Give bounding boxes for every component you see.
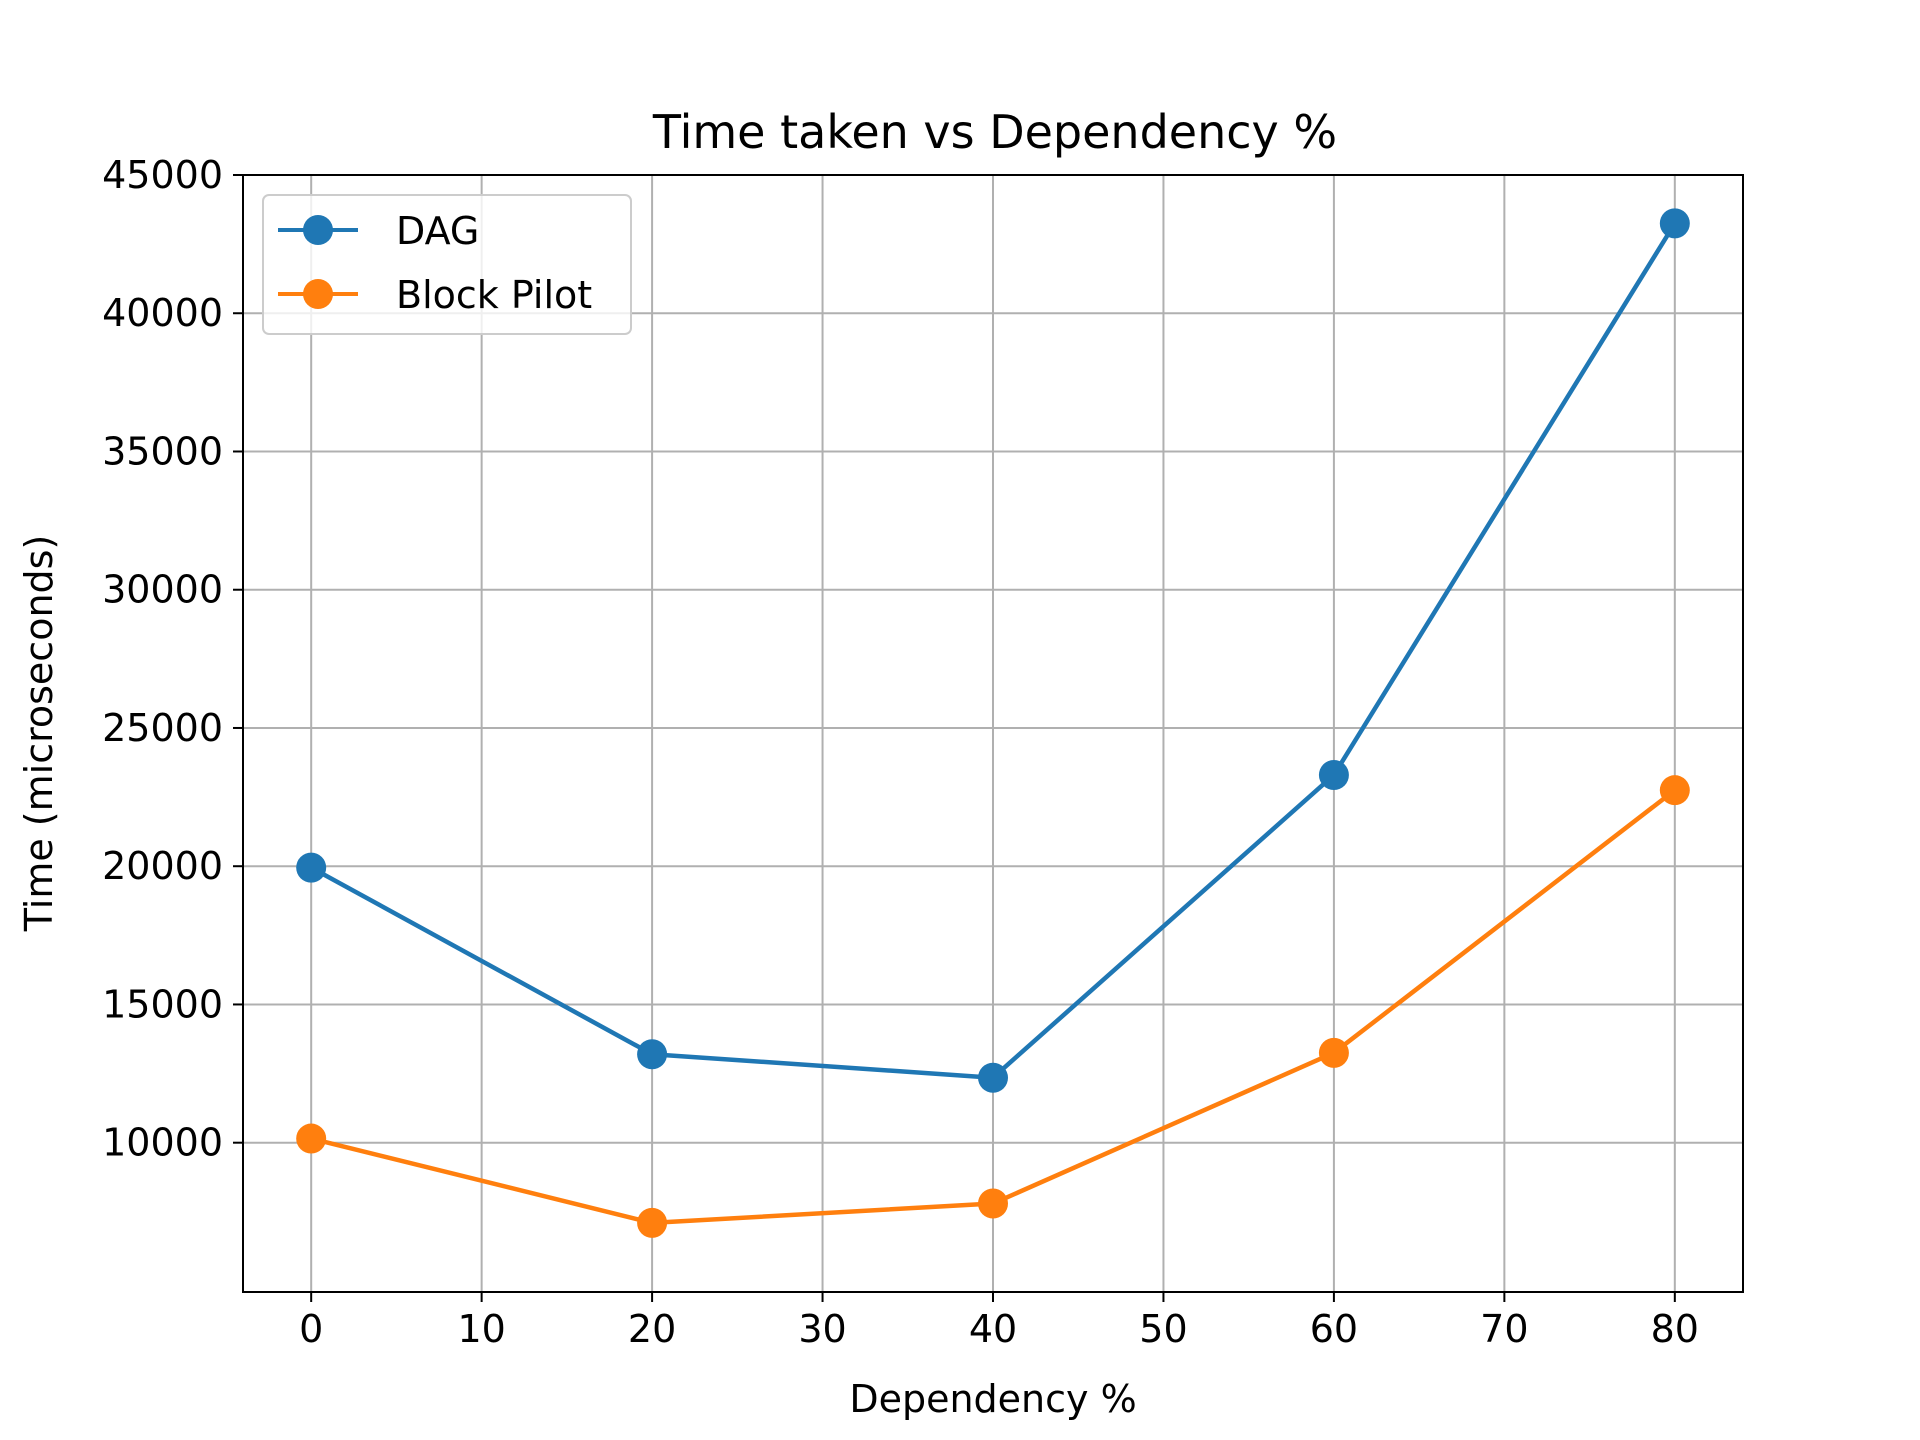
x-tick-label: 40 [969, 1307, 1017, 1351]
grid-lines [243, 174, 1743, 1292]
y-tick-label: 35000 [102, 429, 223, 473]
y-tick-label: 30000 [102, 568, 223, 612]
chart-title: Time taken vs Dependency % [652, 105, 1337, 159]
x-tick-label: 10 [457, 1307, 505, 1351]
x-tick-label: 30 [798, 1307, 846, 1351]
y-tick-label: 25000 [102, 706, 223, 750]
x-tick-label: 20 [628, 1307, 676, 1351]
x-axis: 0 10 20 30 40 50 60 70 80 [299, 1292, 1699, 1351]
legend-marker-dag [303, 215, 333, 245]
legend-label-block-pilot: Block Pilot [396, 273, 592, 317]
x-tick-label: 50 [1139, 1307, 1187, 1351]
x-tick-label: 60 [1310, 1307, 1358, 1351]
y-tick-label: 45000 [102, 153, 223, 197]
y-axis-title: Time (microseconds) [17, 535, 61, 933]
data-point-dag [296, 852, 327, 883]
data-point-dag [978, 1062, 1008, 1093]
y-tick-label: 40000 [102, 291, 223, 335]
y-tick-label: 15000 [102, 982, 223, 1026]
legend-marker-block-pilot [303, 279, 333, 309]
legend-label-dag: DAG [396, 209, 479, 253]
y-tick-label: 10000 [102, 1121, 223, 1165]
data-point-block-pilot [637, 1207, 668, 1238]
y-tick-label: 20000 [102, 844, 223, 888]
data-point-block-pilot [1659, 775, 1690, 806]
data-point-dag [1318, 759, 1349, 790]
x-tick-label: 70 [1480, 1307, 1528, 1351]
data-point-block-pilot [978, 1188, 1008, 1219]
data-point-dag [1659, 208, 1690, 239]
x-tick-label: 0 [299, 1307, 323, 1351]
x-axis-title: Dependency % [849, 1377, 1136, 1421]
data-point-dag [637, 1039, 668, 1070]
data-point-block-pilot [1318, 1037, 1349, 1068]
x-tick-label: 80 [1651, 1307, 1699, 1351]
legend: DAG Block Pilot [262, 194, 632, 335]
y-axis: 10000 15000 20000 25000 30000 35000 40000 45000 [102, 153, 243, 1165]
data-point-block-pilot [296, 1123, 327, 1154]
series-layer [296, 208, 1690, 1238]
